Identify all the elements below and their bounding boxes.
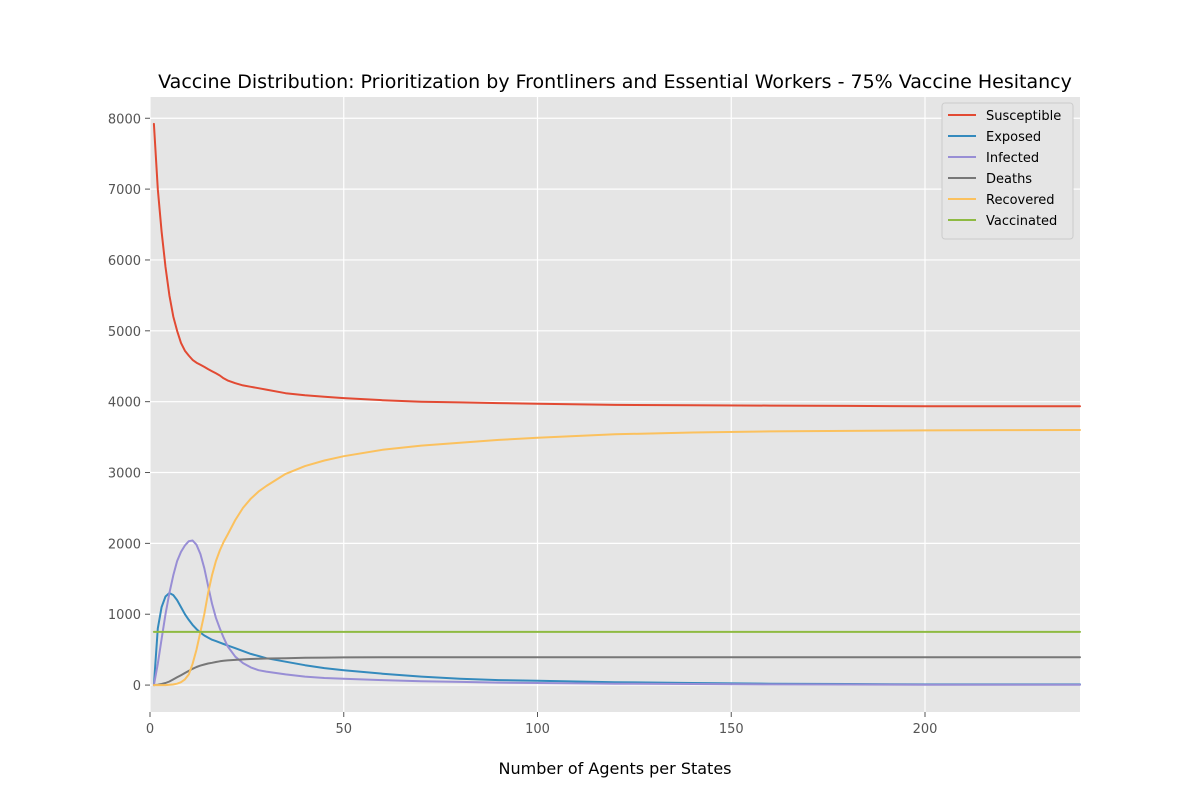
legend-label-vaccinated: Vaccinated xyxy=(986,214,1057,229)
axis-ticks: 0 50 100 150 2000100020003000400050006000700… xyxy=(108,112,938,737)
y-tick-label: 2000 xyxy=(108,537,141,552)
y-tick-label: 4000 xyxy=(108,396,141,411)
y-tick-label: 8000 xyxy=(108,112,141,127)
y-tick-label: 7000 xyxy=(108,183,141,198)
y-tick-label: 3000 xyxy=(108,467,141,482)
chart-title: Vaccine Distribution: Prioritization by … xyxy=(158,71,1072,93)
y-tick-label: 0 xyxy=(133,679,141,694)
x-tick-label: 0 xyxy=(146,722,154,737)
series-line-susceptible xyxy=(152,122,1081,408)
legend-label-exposed: Exposed xyxy=(986,130,1041,145)
legend-label-susceptible: Susceptible xyxy=(986,109,1061,124)
x-tick-label: 50 xyxy=(335,722,352,737)
series-line-recovered xyxy=(152,429,1081,687)
x-tick-label: 100 xyxy=(525,722,550,737)
x-tick-label: 200 xyxy=(913,722,938,737)
x-axis-label: Number of Agents per States xyxy=(499,759,732,778)
legend-label-recovered: Recovered xyxy=(986,193,1055,208)
legend-label-deaths: Deaths xyxy=(986,172,1032,187)
legend-label-infected: Infected xyxy=(986,151,1039,166)
series-lines xyxy=(152,122,1081,687)
series-line-deaths xyxy=(152,656,1081,687)
x-tick-label: 150 xyxy=(719,722,744,737)
y-tick-label: 1000 xyxy=(108,608,141,623)
y-tick-label: 5000 xyxy=(108,325,141,340)
legend: Susceptible Exposed Infected Deaths Recovere… xyxy=(941,102,1074,240)
y-tick-label: 6000 xyxy=(108,254,141,269)
series-line-exposed xyxy=(152,592,1081,687)
series-line-infected xyxy=(152,539,1081,687)
